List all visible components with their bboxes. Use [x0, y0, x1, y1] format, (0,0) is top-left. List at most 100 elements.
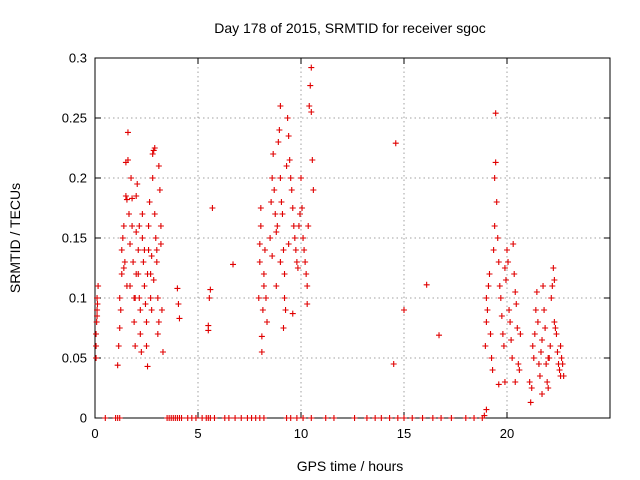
data-point	[124, 129, 131, 136]
data-point	[527, 399, 534, 406]
data-point	[401, 307, 407, 313]
data-point	[492, 110, 499, 117]
data-point	[507, 319, 514, 325]
data-point	[145, 223, 152, 229]
data-point	[174, 285, 181, 292]
data-point	[273, 229, 280, 235]
data-point	[392, 140, 399, 147]
data-point	[487, 331, 494, 337]
data-point	[176, 315, 183, 322]
data-point	[322, 415, 329, 421]
data-point	[287, 415, 294, 421]
data-point	[151, 145, 158, 151]
data-point	[310, 187, 317, 193]
data-point	[287, 175, 294, 181]
data-point	[300, 235, 307, 241]
data-point	[94, 295, 101, 301]
data-point	[293, 415, 300, 421]
data-point	[529, 343, 536, 349]
data-point	[207, 286, 214, 293]
data-point	[386, 415, 393, 421]
data-point	[505, 259, 512, 265]
data-point	[133, 193, 140, 199]
data-point	[401, 415, 407, 421]
data-point	[295, 223, 302, 229]
data-point	[552, 325, 559, 331]
data-point	[149, 151, 156, 157]
data-point	[489, 367, 496, 373]
data-point	[156, 187, 163, 193]
data-point	[296, 211, 303, 217]
data-point	[534, 319, 541, 325]
data-point	[117, 307, 124, 313]
data-point	[155, 163, 162, 169]
data-points	[93, 64, 567, 421]
data-point	[526, 379, 533, 385]
data-point	[509, 355, 516, 361]
data-point	[292, 247, 299, 253]
data-point	[274, 223, 281, 229]
data-point	[255, 295, 262, 301]
data-point	[131, 319, 138, 325]
data-point	[120, 265, 127, 271]
data-point	[308, 109, 315, 115]
grid	[95, 58, 610, 418]
data-point	[205, 322, 212, 329]
data-point	[491, 223, 498, 229]
data-point	[499, 331, 506, 337]
data-point	[153, 259, 160, 265]
data-point	[300, 415, 307, 421]
data-point	[132, 295, 139, 301]
data-point	[277, 175, 284, 181]
data-point	[150, 277, 157, 283]
y-axis-label: SRMTID / TECUs	[7, 183, 23, 293]
data-point	[490, 247, 497, 253]
data-point	[269, 253, 276, 259]
data-point	[298, 175, 304, 181]
data-point	[143, 319, 150, 325]
data-point	[122, 193, 129, 199]
data-point	[419, 415, 426, 421]
data-point	[147, 295, 154, 301]
data-point	[448, 415, 455, 421]
data-point	[140, 259, 147, 265]
data-point	[516, 367, 523, 373]
data-point	[93, 343, 100, 349]
data-point	[143, 343, 150, 349]
data-point	[276, 127, 283, 133]
data-point	[125, 211, 132, 217]
data-point	[257, 223, 264, 229]
data-point	[94, 307, 101, 313]
data-point	[154, 295, 161, 301]
data-point	[206, 295, 213, 301]
data-point	[553, 331, 560, 337]
data-point	[267, 235, 274, 241]
data-point	[540, 283, 547, 289]
data-point	[158, 307, 165, 313]
data-point	[308, 415, 315, 421]
data-point	[135, 247, 142, 253]
data-point	[116, 295, 123, 301]
data-point	[556, 367, 563, 373]
x-axis-label: GPS time / hours	[297, 458, 404, 474]
data-point	[542, 325, 549, 331]
data-point	[133, 229, 140, 235]
data-point	[515, 361, 522, 367]
data-point	[409, 415, 416, 421]
data-point	[102, 415, 109, 421]
data-point	[497, 295, 504, 301]
data-point	[261, 247, 268, 253]
data-point	[273, 283, 280, 289]
data-point	[501, 379, 508, 385]
data-point	[517, 331, 524, 337]
data-point	[423, 281, 430, 288]
data-point	[541, 307, 548, 313]
data-point	[256, 259, 263, 265]
data-point	[506, 307, 513, 313]
data-point	[535, 361, 542, 367]
data-point	[285, 241, 292, 247]
data-point	[495, 381, 502, 388]
data-point	[502, 277, 509, 283]
data-point	[283, 163, 290, 169]
